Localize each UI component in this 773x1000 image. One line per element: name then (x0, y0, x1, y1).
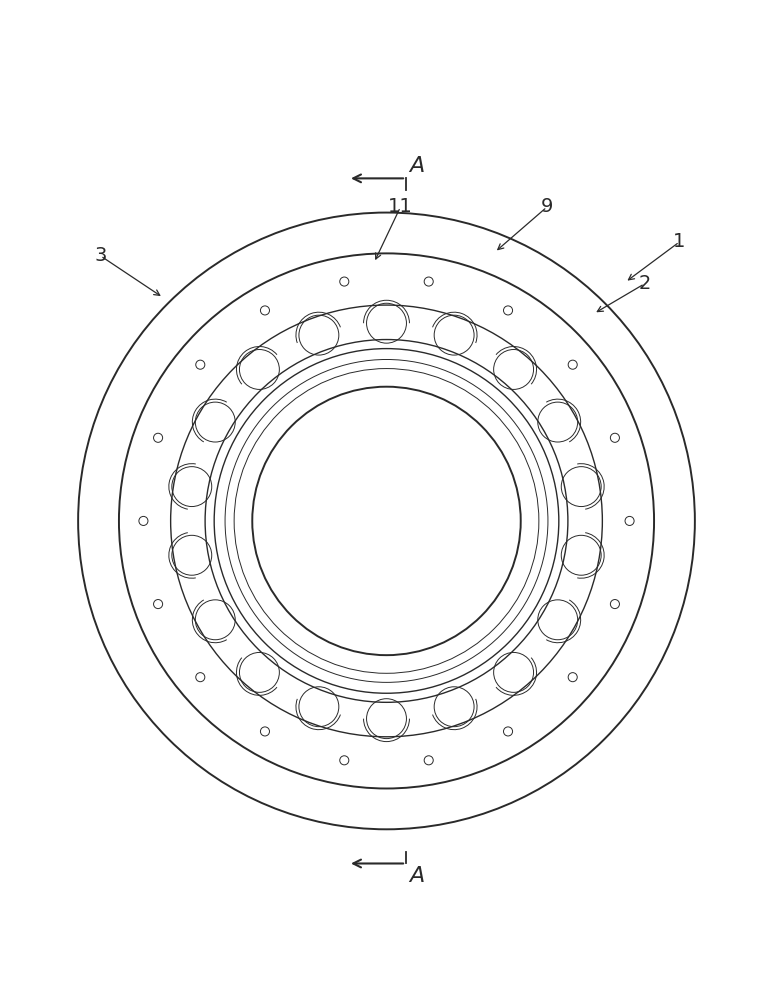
Text: A: A (409, 866, 424, 886)
Text: 1: 1 (673, 232, 686, 251)
Text: 11: 11 (388, 197, 413, 216)
Text: 2: 2 (638, 274, 651, 293)
Text: 9: 9 (541, 197, 553, 216)
Text: 3: 3 (94, 246, 107, 265)
Text: A: A (409, 156, 424, 176)
